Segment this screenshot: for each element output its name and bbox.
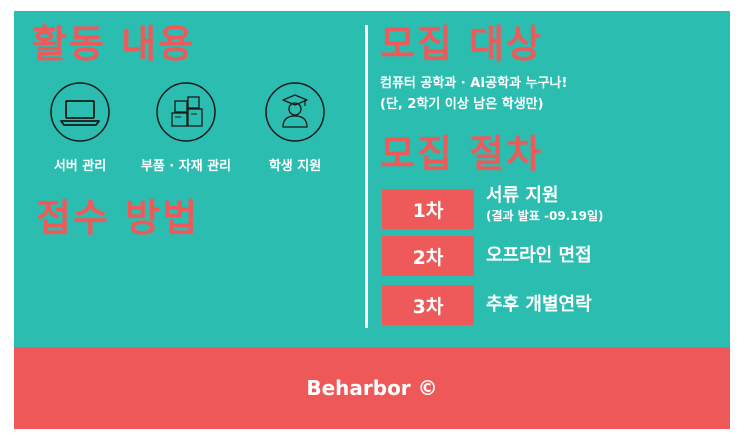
laptop-icon (50, 82, 110, 142)
activity-item-parts: 부품 · 자재 관리 (131, 81, 241, 174)
target-line: (단, 2학기 이상 남은 학생만) (380, 97, 544, 112)
recruit-target-text: 컴퓨터 공학과 · AI공학과 누구나! (단, 2학기 이상 남은 학생만) (380, 73, 567, 115)
activity-label: 서버 관리 (53, 159, 107, 174)
column-divider (365, 25, 368, 328)
step-note: (결과 발표 -09.19일) (486, 209, 604, 223)
step-badge: 1차 (382, 189, 474, 229)
footer-text: Beharbor © (306, 376, 438, 400)
step-title: 추후 개별연락 (486, 294, 592, 315)
step-text: 추후 개별연락 (486, 294, 592, 316)
activity-item-support: 학생 지원 (240, 81, 350, 174)
poster-canvas: 활동 내용 서버 관리 부품 · 자재 관리 학생 지원 (14, 11, 730, 429)
step-text: 서류 지원 (결과 발표 -09.19일) (486, 185, 603, 225)
step-badge: 3차 (382, 285, 474, 325)
step-badge: 2차 (382, 236, 474, 276)
activity-label: 학생 지원 (268, 159, 322, 174)
step-title: 서류 지원 (486, 185, 559, 206)
apply-method-title: 접수 방법 (36, 196, 200, 240)
recruit-target-title: 모집 대상 (380, 22, 544, 66)
activity-item-server: 서버 관리 (25, 81, 135, 174)
footer-banner: Beharbor © (14, 347, 730, 429)
boxes-icon (156, 82, 216, 142)
activity-label: 부품 · 자재 관리 (140, 159, 232, 174)
step-title: 오프라인 면접 (486, 245, 592, 266)
target-line: 컴퓨터 공학과 · AI공학과 누구나! (380, 76, 568, 91)
recruit-process-title: 모집 절차 (380, 132, 544, 176)
step-text: 오프라인 면접 (486, 245, 592, 267)
graduate-icon (265, 82, 325, 142)
activity-title: 활동 내용 (32, 22, 196, 66)
